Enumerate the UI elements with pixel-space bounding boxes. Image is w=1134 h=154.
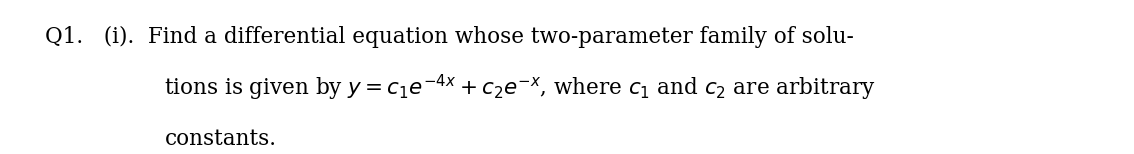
Text: constants.: constants. [164,128,277,150]
Text: tions is given by $y = c_1e^{-4x}+c_2e^{-x}$, where $c_1$ and $c_2$ are arbitrar: tions is given by $y = c_1e^{-4x}+c_2e^{… [164,73,875,103]
Text: Q1.   (i).  Find a differential equation whose two-parameter family of solu-: Q1. (i). Find a differential equation wh… [45,26,854,48]
